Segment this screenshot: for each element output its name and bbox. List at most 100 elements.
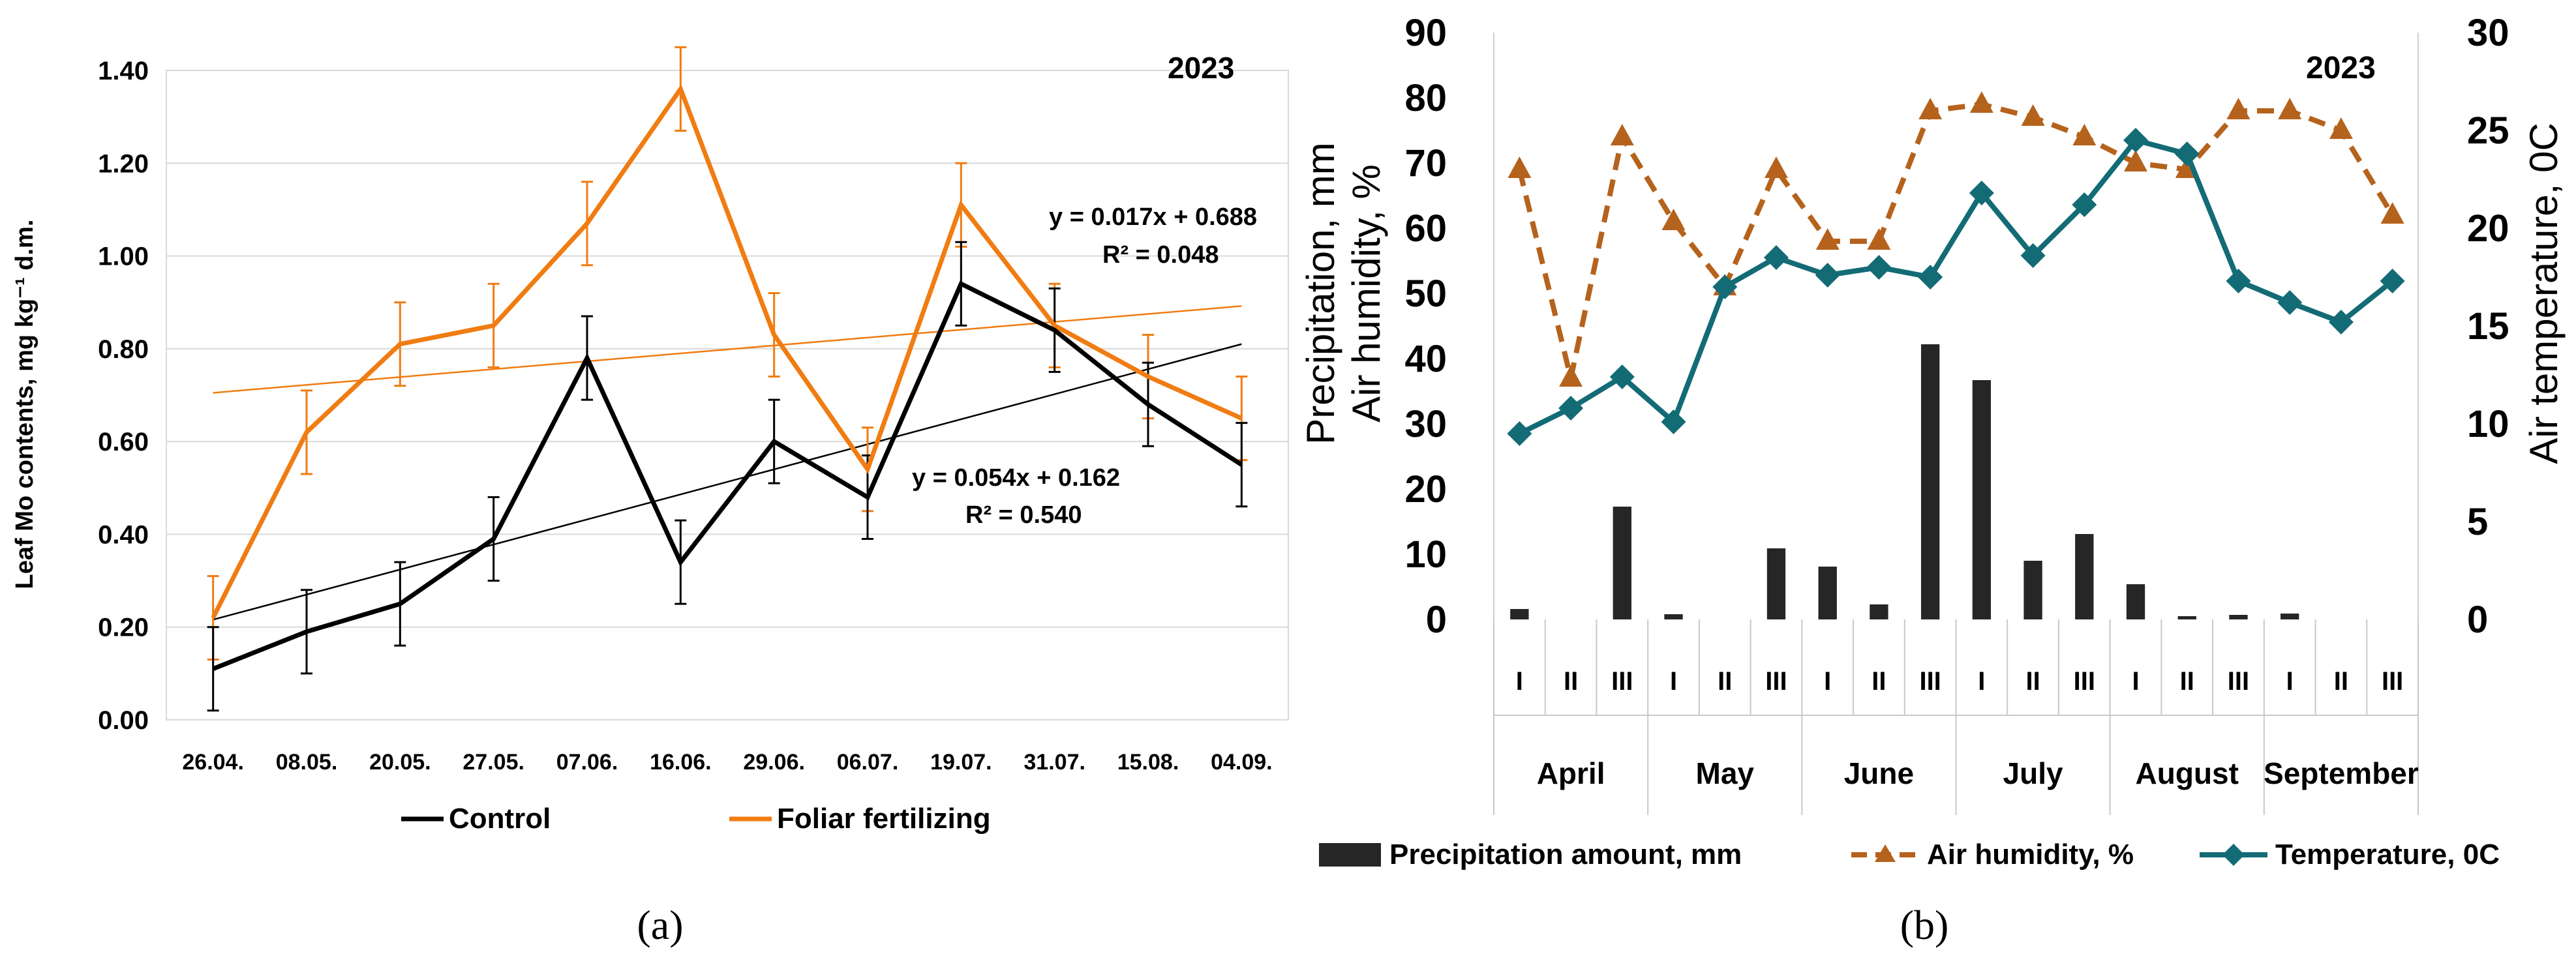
error-bar xyxy=(207,626,219,712)
temperature-marker xyxy=(1661,409,1686,434)
precipitation-bars xyxy=(1510,344,2299,619)
y-tick-label: 1.20 xyxy=(98,149,149,178)
decade-label: I xyxy=(2132,667,2139,696)
chart-b-legend: Precipitation amount, mm Air humidity, %… xyxy=(1319,839,2500,870)
humidity-marker xyxy=(1661,209,1686,230)
temperature-marker xyxy=(2380,269,2405,293)
y-tick-label: 0.20 xyxy=(98,614,149,642)
humidity-series-line xyxy=(1517,102,2395,381)
precipitation-bar xyxy=(1972,380,1992,619)
left-y-tick-label: 80 xyxy=(1404,77,1447,119)
humidity-marker xyxy=(1764,156,1788,178)
x-tick-label: 16.06. xyxy=(650,750,712,775)
chart-a-trendlines xyxy=(213,305,1242,621)
humidity-axis-title: Air humidity, % xyxy=(1344,164,1388,423)
y-tick-label: 1.40 xyxy=(98,57,149,85)
right-y-tick-label: 10 xyxy=(2467,403,2509,445)
left-y-tick-label: 60 xyxy=(1404,207,1447,250)
x-tick-label: 19.07. xyxy=(930,750,992,775)
legend-control-label: Control xyxy=(449,803,551,835)
x-tick-label: 08.05. xyxy=(276,750,338,775)
precipitation-axis-title: Precipitation, mm xyxy=(1299,142,1342,444)
humidity-marker xyxy=(2380,202,2404,224)
month-label: May xyxy=(1696,756,1755,790)
y-tick-label: 0.40 xyxy=(98,520,149,549)
legend-temperature-marker xyxy=(2222,844,2245,866)
temperature-marker xyxy=(1507,421,1532,446)
temperature-marker xyxy=(1558,396,1584,421)
precipitation-bar xyxy=(1510,609,1529,619)
x-tick-label: 07.06. xyxy=(556,750,618,775)
temperature-marker xyxy=(2277,290,2303,315)
temperature-marker xyxy=(2328,310,2354,334)
humidity-marker xyxy=(1559,365,1583,387)
precipitation-bar xyxy=(1920,344,1940,619)
chart-a-gridlines xyxy=(166,70,1288,628)
humidity-marker xyxy=(2329,117,2353,139)
decade-label: II xyxy=(2025,667,2040,696)
humidity-marker xyxy=(2021,104,2045,126)
control-trendline xyxy=(213,343,1242,621)
chart-a-year-label: 2023 xyxy=(1168,51,1234,85)
panel-b-label: (b) xyxy=(1900,902,1949,948)
legend-foliar-label: Foliar fertilizing xyxy=(777,803,991,835)
precipitation-bar xyxy=(1818,567,1837,619)
left-y-tick-label: 70 xyxy=(1404,142,1447,185)
precipitation-bar xyxy=(2177,616,2196,619)
temperature-marker xyxy=(2020,243,2046,268)
left-y-tick-label: 90 xyxy=(1404,12,1447,54)
right-y-tick-label: 0 xyxy=(2467,599,2488,641)
panel-a-label: (a) xyxy=(637,902,683,948)
left-y-tick-label: 30 xyxy=(1404,403,1447,445)
control-series-line xyxy=(212,280,1243,671)
chart-b-series-lines xyxy=(1507,91,2405,446)
right-y-tick-label: 20 xyxy=(2467,207,2509,250)
temperature-marker xyxy=(1969,181,1994,205)
precipitation-bar xyxy=(2075,534,2094,619)
month-label: June xyxy=(1844,756,1914,790)
chart-a-x-axis: 26.04. 08.05. 20.05. 27.05. 07.06. 16.06. 29.0… xyxy=(182,750,1272,775)
precipitation-bar xyxy=(1766,548,1786,619)
temperature-marker xyxy=(1866,255,1892,280)
x-tick-label: 29.06. xyxy=(743,750,805,775)
decade-label: I xyxy=(1516,667,1523,696)
temperature-marker xyxy=(1815,263,1840,288)
decade-label: III xyxy=(1919,667,1941,696)
decade-label: II xyxy=(1718,667,1732,696)
decade-label: II xyxy=(2334,667,2348,696)
chart-a-y-axis-title: Leaf Mo contents, mg kg⁻¹ d.m. xyxy=(11,220,38,589)
left-y-tick-label: 0 xyxy=(1426,599,1447,641)
chart-b-category-axis: I II III I II III I II III I II III I II III I II IIIApri… xyxy=(1493,619,2419,815)
legend-precipitation-label: Precipitation amount, mm xyxy=(1389,839,1742,870)
precipitation-bar xyxy=(2281,614,2299,619)
control-trend-r2: R² = 0.540 xyxy=(965,501,1082,529)
chart-a-legend: Control Foliar fertilizing xyxy=(401,803,991,835)
x-tick-label: 27.05. xyxy=(462,750,524,775)
humidity-marker xyxy=(2278,98,2302,119)
chart-a: 0.00 0.20 0.40 0.60 0.80 1.00 1.20 1.40 26.04. 0… xyxy=(11,46,1289,948)
precipitation-bar xyxy=(1613,507,1631,619)
right-y-tick-label: 15 xyxy=(2467,305,2509,348)
decade-label: III xyxy=(2382,667,2403,696)
precipitation-bar xyxy=(2126,584,2145,619)
decade-label: III xyxy=(2074,667,2095,696)
month-label: July xyxy=(2003,756,2063,790)
decade-label: III xyxy=(1765,667,1787,696)
precipitation-bar xyxy=(2023,561,2042,619)
x-tick-label: 31.07. xyxy=(1023,750,1085,775)
month-label: August xyxy=(2136,756,2239,790)
chart-b-left-y-axis: 0 10 20 30 40 50 60 70 80 90 xyxy=(1404,12,1447,641)
temperature-marker xyxy=(1763,245,1789,270)
chart-b-right-y-axis: 0 5 10 15 20 25 30 xyxy=(2467,12,2509,641)
humidity-marker xyxy=(2226,98,2250,119)
humidity-marker xyxy=(1867,228,1891,250)
left-y-tick-label: 40 xyxy=(1404,338,1447,380)
humidity-marker xyxy=(1815,228,1840,250)
chart-a-y-axis: 0.00 0.20 0.40 0.60 0.80 1.00 1.20 1.40 xyxy=(98,57,149,735)
temperature-marker xyxy=(2123,128,2149,153)
legend-humidity-marker xyxy=(1875,844,1896,862)
decade-label: I xyxy=(2286,667,2294,696)
humidity-marker xyxy=(2072,124,2097,145)
decade-label: II xyxy=(1564,667,1578,696)
